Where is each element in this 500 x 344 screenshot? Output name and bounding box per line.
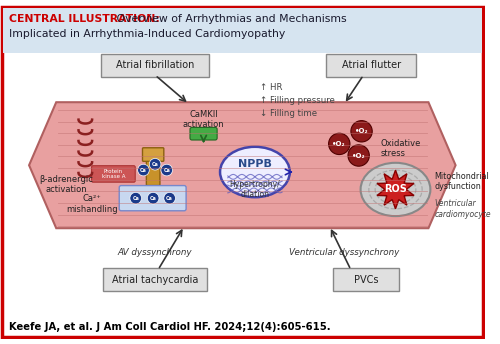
- Text: β-adrenergic
activation: β-adrenergic activation: [39, 175, 93, 194]
- Text: Ca: Ca: [132, 196, 139, 201]
- Text: Keefe JA, et al. J Am Coll Cardiol HF. 2024;12(4):605-615.: Keefe JA, et al. J Am Coll Cardiol HF. 2…: [8, 322, 330, 332]
- Text: Ventricular dyssynchrony: Ventricular dyssynchrony: [289, 248, 399, 257]
- Text: Atrial tachycardia: Atrial tachycardia: [112, 275, 198, 284]
- FancyBboxPatch shape: [92, 166, 135, 182]
- Circle shape: [164, 192, 175, 204]
- Circle shape: [328, 133, 350, 154]
- FancyBboxPatch shape: [3, 8, 482, 53]
- Text: Ca: Ca: [164, 168, 170, 173]
- FancyBboxPatch shape: [102, 268, 208, 291]
- Text: Hypertrophy/
dilation: Hypertrophy/ dilation: [230, 180, 280, 199]
- FancyBboxPatch shape: [142, 148, 164, 161]
- Text: Overview of Arrhythmias and Mechanisms: Overview of Arrhythmias and Mechanisms: [114, 14, 347, 24]
- Text: Ca: Ca: [150, 196, 156, 201]
- Text: •O₂: •O₂: [332, 141, 346, 147]
- Polygon shape: [29, 102, 456, 228]
- Text: Ca²⁺
mishandling: Ca²⁺ mishandling: [66, 194, 118, 214]
- Text: Mitochondrial
dysfunction: Mitochondrial dysfunction: [434, 172, 489, 191]
- Text: Implicated in Arrhythmia-Induced Cardiomyopathy: Implicated in Arrhythmia-Induced Cardiom…: [8, 29, 285, 39]
- Text: Ca: Ca: [166, 196, 173, 201]
- FancyBboxPatch shape: [146, 154, 160, 185]
- FancyBboxPatch shape: [102, 54, 209, 76]
- Text: Protein
kinase A: Protein kinase A: [102, 169, 125, 179]
- Text: NPPB: NPPB: [238, 159, 272, 169]
- Text: •O₂: •O₂: [352, 152, 366, 159]
- Circle shape: [348, 145, 370, 166]
- Circle shape: [150, 159, 161, 170]
- FancyBboxPatch shape: [326, 54, 416, 76]
- FancyBboxPatch shape: [190, 127, 217, 140]
- Polygon shape: [377, 170, 414, 209]
- FancyBboxPatch shape: [2, 7, 482, 337]
- Text: Ca: Ca: [140, 168, 147, 173]
- Text: AV dyssynchrony: AV dyssynchrony: [118, 248, 192, 257]
- Text: Ca: Ca: [152, 162, 158, 167]
- Text: Atrial fibrillation: Atrial fibrillation: [116, 61, 194, 71]
- Circle shape: [161, 164, 172, 176]
- Text: CENTRAL ILLUSTRATION:: CENTRAL ILLUSTRATION:: [8, 14, 160, 24]
- Text: •O₂: •O₂: [354, 128, 368, 134]
- Text: ↑ HR
↑ Filling pressure
↓ Filling time: ↑ HR ↑ Filling pressure ↓ Filling time: [260, 83, 334, 118]
- Text: Atrial flutter: Atrial flutter: [342, 61, 401, 71]
- Circle shape: [138, 164, 149, 176]
- Ellipse shape: [360, 163, 430, 216]
- Ellipse shape: [220, 147, 290, 197]
- Text: Ventricular
cardiomyocyte: Ventricular cardiomyocyte: [434, 199, 491, 218]
- Circle shape: [148, 192, 159, 204]
- Text: Oxidative
stress: Oxidative stress: [381, 139, 422, 159]
- FancyBboxPatch shape: [119, 185, 186, 211]
- Text: ROS: ROS: [384, 184, 407, 194]
- FancyBboxPatch shape: [334, 268, 400, 291]
- Circle shape: [351, 121, 372, 142]
- Text: PVCs: PVCs: [354, 275, 378, 284]
- Circle shape: [130, 192, 141, 204]
- Text: CaMKII
activation: CaMKII activation: [182, 110, 224, 129]
